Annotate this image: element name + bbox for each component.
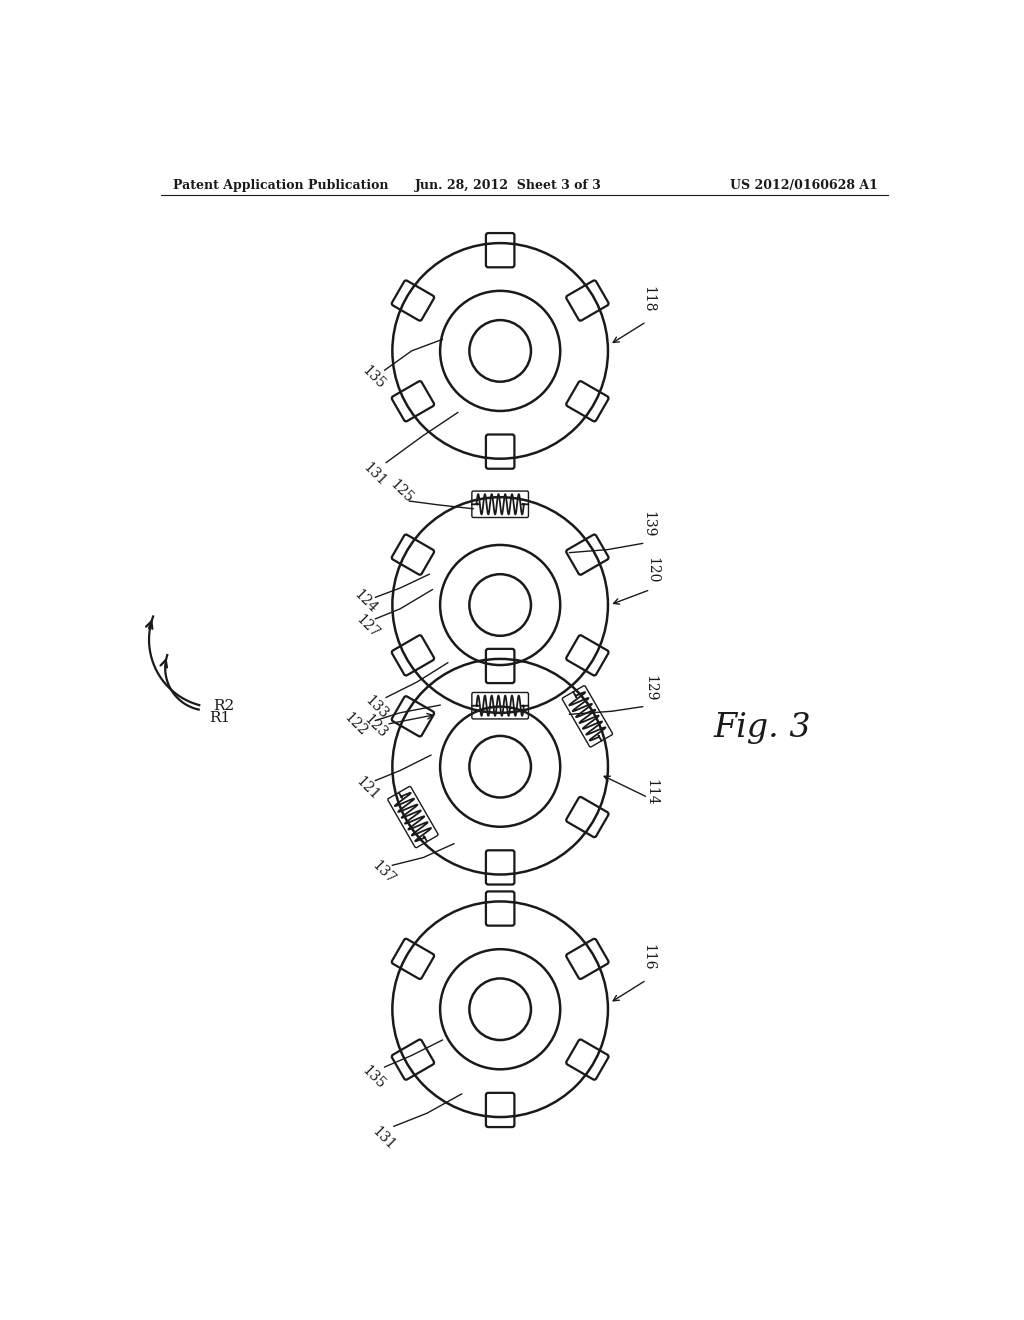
Text: 133: 133: [362, 693, 391, 722]
Text: 131: 131: [369, 1125, 397, 1152]
Text: 131: 131: [360, 459, 389, 488]
Text: R2: R2: [213, 700, 234, 713]
Text: 139: 139: [641, 511, 655, 537]
Text: 114: 114: [644, 779, 658, 805]
Text: 137: 137: [369, 858, 397, 887]
Text: 135: 135: [358, 1063, 387, 1092]
Text: US 2012/0160628 A1: US 2012/0160628 A1: [729, 180, 878, 193]
Text: 122: 122: [341, 710, 370, 739]
Text: 127: 127: [353, 612, 382, 642]
Text: 118: 118: [641, 286, 655, 313]
Text: 121: 121: [353, 774, 382, 803]
Text: R1: R1: [210, 711, 230, 725]
Text: 116: 116: [641, 944, 655, 970]
Text: 123: 123: [361, 713, 390, 741]
Text: 124: 124: [351, 587, 380, 615]
Text: 135: 135: [358, 363, 387, 392]
Text: 125: 125: [387, 477, 416, 506]
Text: 129: 129: [643, 675, 657, 701]
Text: Fig. 3: Fig. 3: [713, 713, 811, 744]
Text: Jun. 28, 2012  Sheet 3 of 3: Jun. 28, 2012 Sheet 3 of 3: [415, 180, 601, 193]
Text: 120: 120: [645, 557, 659, 583]
Text: Patent Application Publication: Patent Application Publication: [173, 180, 388, 193]
